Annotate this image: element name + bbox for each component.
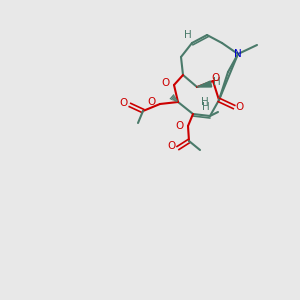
Text: O: O xyxy=(236,102,244,112)
Text: O: O xyxy=(148,97,156,107)
Text: O: O xyxy=(162,78,170,88)
Text: H: H xyxy=(201,97,209,107)
Polygon shape xyxy=(197,81,212,87)
Text: N: N xyxy=(234,49,242,59)
Text: O: O xyxy=(120,98,128,108)
Text: O: O xyxy=(176,121,184,131)
Text: H: H xyxy=(213,77,221,87)
Text: H: H xyxy=(202,102,210,112)
Text: O: O xyxy=(212,73,220,83)
Text: O: O xyxy=(168,141,176,151)
Text: H: H xyxy=(184,30,192,40)
